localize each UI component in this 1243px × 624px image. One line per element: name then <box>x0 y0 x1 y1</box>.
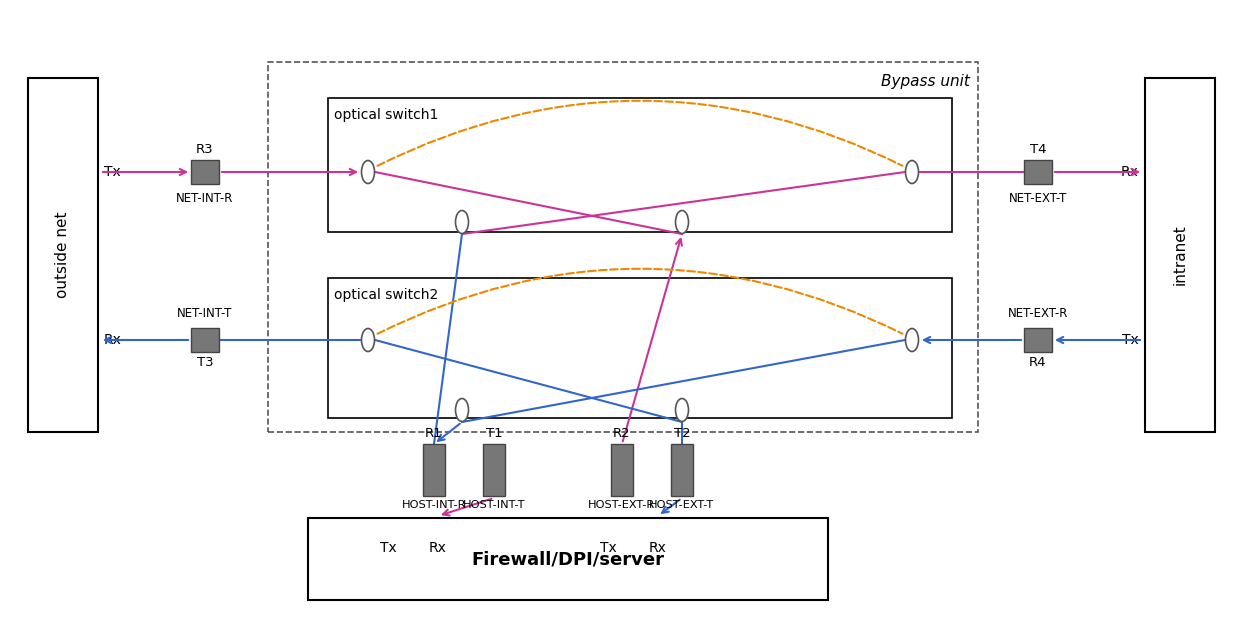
Text: R2: R2 <box>613 427 630 440</box>
Bar <box>191 328 219 352</box>
Bar <box>484 444 505 496</box>
Ellipse shape <box>362 160 374 183</box>
Text: optical switch2: optical switch2 <box>334 288 439 302</box>
Text: Rx: Rx <box>429 541 447 555</box>
Text: outside net: outside net <box>56 212 71 298</box>
Bar <box>671 444 694 496</box>
Text: HOST-INT-T: HOST-INT-T <box>462 500 526 510</box>
Bar <box>1145 78 1214 432</box>
Text: NET-EXT-R: NET-EXT-R <box>1008 307 1068 320</box>
Text: Tx: Tx <box>1122 333 1139 347</box>
Ellipse shape <box>455 210 469 233</box>
Bar <box>328 278 952 418</box>
Text: HOST-INT-R: HOST-INT-R <box>401 500 466 510</box>
Ellipse shape <box>905 160 919 183</box>
Ellipse shape <box>675 210 689 233</box>
Text: NET-INT-R: NET-INT-R <box>177 192 234 205</box>
Text: Firewall/DPI/server: Firewall/DPI/server <box>471 550 665 568</box>
Text: T1: T1 <box>486 427 502 440</box>
Text: R4: R4 <box>1029 356 1047 369</box>
Ellipse shape <box>455 399 469 421</box>
Text: Tx: Tx <box>104 165 121 179</box>
Text: HOST-EXT-T: HOST-EXT-T <box>649 500 715 510</box>
Text: Rx: Rx <box>649 541 667 555</box>
Text: Tx: Tx <box>379 541 397 555</box>
Text: T4: T4 <box>1029 143 1047 156</box>
Bar <box>328 98 952 232</box>
Text: R1: R1 <box>425 427 443 440</box>
Text: R3: R3 <box>196 143 214 156</box>
Text: intranet: intranet <box>1172 225 1187 285</box>
Bar <box>29 78 98 432</box>
Bar <box>268 62 978 432</box>
Text: Bypass unit: Bypass unit <box>881 74 970 89</box>
Bar <box>1024 328 1052 352</box>
Text: HOST-EXT-R: HOST-EXT-R <box>588 500 655 510</box>
Text: Tx: Tx <box>599 541 617 555</box>
Bar <box>191 160 219 184</box>
Text: Rx: Rx <box>104 333 122 347</box>
Bar <box>1024 160 1052 184</box>
Ellipse shape <box>905 328 919 351</box>
Text: T3: T3 <box>196 356 214 369</box>
Text: optical switch1: optical switch1 <box>334 108 439 122</box>
Ellipse shape <box>675 399 689 421</box>
Text: T2: T2 <box>674 427 690 440</box>
Bar <box>423 444 445 496</box>
Bar <box>612 444 633 496</box>
Text: NET-EXT-T: NET-EXT-T <box>1009 192 1068 205</box>
Text: Rx: Rx <box>1121 165 1139 179</box>
Text: NET-INT-T: NET-INT-T <box>178 307 232 320</box>
Bar <box>308 518 828 600</box>
Ellipse shape <box>362 328 374 351</box>
